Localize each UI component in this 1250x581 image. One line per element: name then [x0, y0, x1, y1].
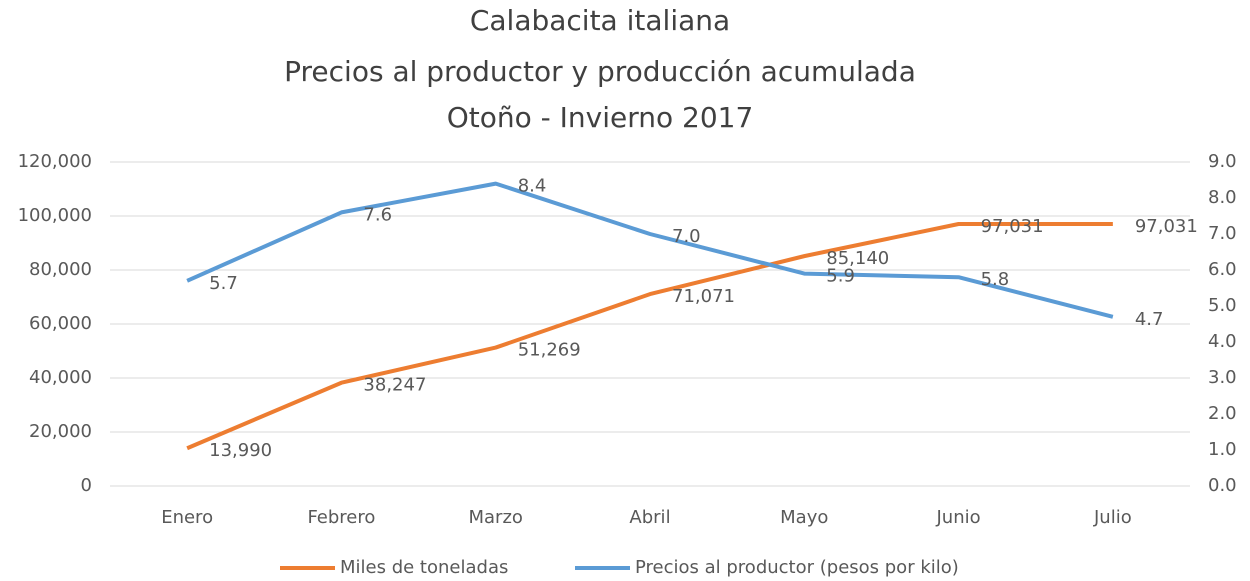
y2-tick-label: 6.0 [1208, 259, 1237, 280]
y2-tick-label: 8.0 [1208, 187, 1237, 208]
data-label: 4.7 [1135, 309, 1164, 330]
data-label: 5.9 [826, 266, 855, 287]
data-label: 51,269 [518, 340, 581, 361]
chart-title: Precios al productor y producción acumul… [284, 55, 916, 88]
data-label: 97,031 [1135, 216, 1198, 237]
y2-tick-label: 7.0 [1208, 223, 1237, 244]
chart-title: Otoño - Invierno 2017 [447, 101, 754, 134]
data-label: 97,031 [981, 216, 1044, 237]
data-label: 38,247 [363, 375, 426, 396]
y2-tick-label: 2.0 [1208, 403, 1237, 424]
y2-tick-label: 1.0 [1208, 439, 1237, 460]
y2-tick-label: 4.0 [1208, 331, 1237, 352]
chart-title: Calabacita italiana [470, 4, 730, 37]
data-line [186, 222, 1113, 451]
y-tick-label: 40,000 [29, 367, 92, 388]
y-tick-label: 60,000 [29, 313, 92, 334]
data-label: 5.8 [981, 269, 1010, 290]
y-tick-label: 100,000 [18, 205, 92, 226]
data-label: 5.7 [209, 273, 238, 294]
legend-label: Precios al productor (pesos por kilo) [635, 557, 959, 578]
legend-label: Miles de toneladas [340, 557, 508, 578]
y2-tick-label: 3.0 [1208, 367, 1237, 388]
y2-tick-label: 5.0 [1208, 295, 1237, 316]
y-tick-label: 20,000 [29, 421, 92, 442]
y2-tick-label: 9.0 [1208, 151, 1237, 172]
data-label: 85,140 [826, 248, 889, 269]
y-tick-label: 120,000 [18, 151, 92, 172]
x-tick-label: Julio [1093, 507, 1132, 528]
x-tick-label: Junio [936, 507, 981, 528]
x-tick-label: Marzo [469, 507, 523, 528]
data-label: 71,071 [672, 286, 735, 307]
x-tick-label: Enero [161, 507, 213, 528]
data-label: 7.0 [672, 226, 701, 247]
data-label: 13,990 [209, 440, 272, 461]
x-tick-label: Mayo [780, 507, 828, 528]
data-label: 8.4 [518, 176, 547, 197]
data-label: 7.6 [363, 204, 392, 225]
x-tick-label: Abril [629, 507, 670, 528]
y2-tick-label: 0.0 [1208, 475, 1237, 496]
x-tick-label: Febrero [307, 507, 375, 528]
data-line [186, 181, 1114, 319]
y-tick-label: 0 [81, 475, 92, 496]
y-tick-label: 80,000 [29, 259, 92, 280]
